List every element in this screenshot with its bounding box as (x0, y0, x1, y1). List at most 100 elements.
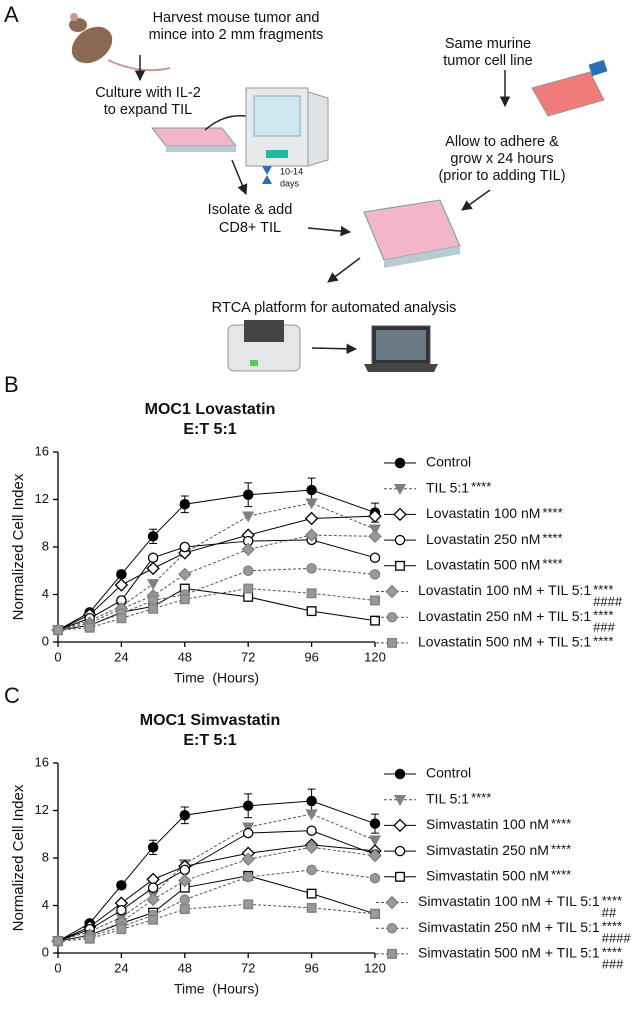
significance: **** (551, 842, 571, 857)
flask-icon (531, 59, 608, 117)
point (147, 842, 159, 853)
legend-label: Lovastatin 250 nM (426, 531, 540, 547)
y-tick-label: 8 (42, 538, 49, 553)
point (370, 595, 380, 606)
point (368, 529, 382, 544)
x-tick-label: 48 (178, 649, 192, 664)
point (242, 871, 254, 883)
y-tick-label: 16 (35, 754, 49, 769)
point (116, 569, 127, 580)
point (242, 565, 254, 577)
y-axis-title: Normalized Cell Index (10, 784, 27, 931)
point (116, 924, 127, 935)
rtca-icon (227, 320, 301, 372)
point (370, 908, 380, 919)
x-tick-label: 96 (304, 649, 318, 664)
y-tick-label: 12 (35, 491, 49, 506)
legend-label: Simvastatin 100 nM (426, 816, 549, 832)
legend-label: Lovastatin 100 nM + TIL 5:1 (418, 582, 591, 598)
point (304, 528, 319, 542)
plate-icon (150, 127, 238, 152)
significance: **** (602, 919, 622, 934)
chart-title: MOC1 Lovastatin (145, 401, 276, 418)
x-tick-label: 96 (304, 960, 318, 975)
y-axis-title: Normalized Cell Index (10, 473, 27, 620)
point (241, 542, 255, 557)
legend-marker (394, 768, 406, 780)
point (148, 603, 159, 614)
arrow (461, 189, 491, 211)
point (242, 489, 254, 500)
step-text: to expand TIL (104, 102, 192, 118)
point (306, 795, 317, 807)
point (368, 848, 382, 863)
arrow (307, 225, 352, 237)
significance: **** (471, 479, 491, 494)
arrow (311, 343, 358, 355)
series-line (57, 846, 376, 942)
point (178, 567, 192, 582)
point (146, 892, 160, 907)
legend-label: Simvastatin 500 nM + TIL 5:1 (418, 945, 600, 961)
point (306, 606, 317, 617)
series-line (57, 813, 376, 942)
series-line (57, 830, 376, 942)
legend-marker (395, 560, 405, 571)
days-text: 10-14 (280, 166, 303, 176)
point (179, 864, 191, 876)
significance: ### (593, 620, 615, 635)
legend-label: Lovastatin 500 nM + TIL 5:1 (418, 634, 591, 650)
incubator-icon (245, 87, 329, 167)
series-line (57, 800, 376, 942)
point (116, 613, 127, 624)
point (146, 579, 160, 591)
legend-marker (385, 584, 399, 599)
point (147, 531, 159, 542)
series-line (57, 869, 376, 942)
step-text: (prior to adding TIL) (438, 168, 565, 184)
significance: **** (593, 608, 613, 623)
point (147, 595, 159, 606)
arrow (231, 159, 248, 195)
significance: **** (602, 893, 622, 908)
panel-label: B (4, 372, 19, 397)
point (242, 827, 254, 839)
point (368, 835, 382, 847)
point (114, 578, 129, 592)
significance: ### (602, 956, 624, 971)
legend-marker (385, 895, 399, 910)
legend-marker (387, 637, 397, 648)
legend-marker (387, 948, 397, 959)
point (242, 511, 255, 523)
point (116, 905, 127, 916)
point (147, 552, 159, 563)
legend-label: TIL 5:1 (426, 790, 469, 806)
legend-label: Control (426, 765, 471, 781)
laptop-icon (364, 325, 438, 372)
point (84, 933, 95, 944)
significance: **** (551, 816, 571, 831)
panel-label: A (4, 2, 19, 27)
step-text: tumor cell line (443, 53, 532, 69)
point (242, 822, 255, 834)
series-line (57, 567, 376, 631)
x-axis-title: Time (Hours) (174, 670, 259, 686)
legend-label: Lovastatin 250 nM + TIL 5:1 (418, 608, 591, 624)
point (241, 852, 255, 866)
step-text: grow x 24 hours (450, 151, 553, 167)
chart-title: MOC1 Simvastatin (140, 712, 280, 729)
point (370, 615, 380, 626)
legend-marker (386, 922, 398, 934)
point (146, 561, 160, 576)
point (53, 625, 63, 636)
x-tick-label: 24 (114, 649, 128, 664)
x-tick-label: 120 (364, 960, 386, 975)
significance: **** (593, 582, 613, 597)
point (53, 936, 63, 947)
x-axis-title: Time (Hours) (174, 981, 259, 997)
significance: **** (542, 556, 562, 571)
series-line (57, 844, 376, 942)
point (243, 899, 254, 910)
x-tick-label: 48 (178, 960, 192, 975)
